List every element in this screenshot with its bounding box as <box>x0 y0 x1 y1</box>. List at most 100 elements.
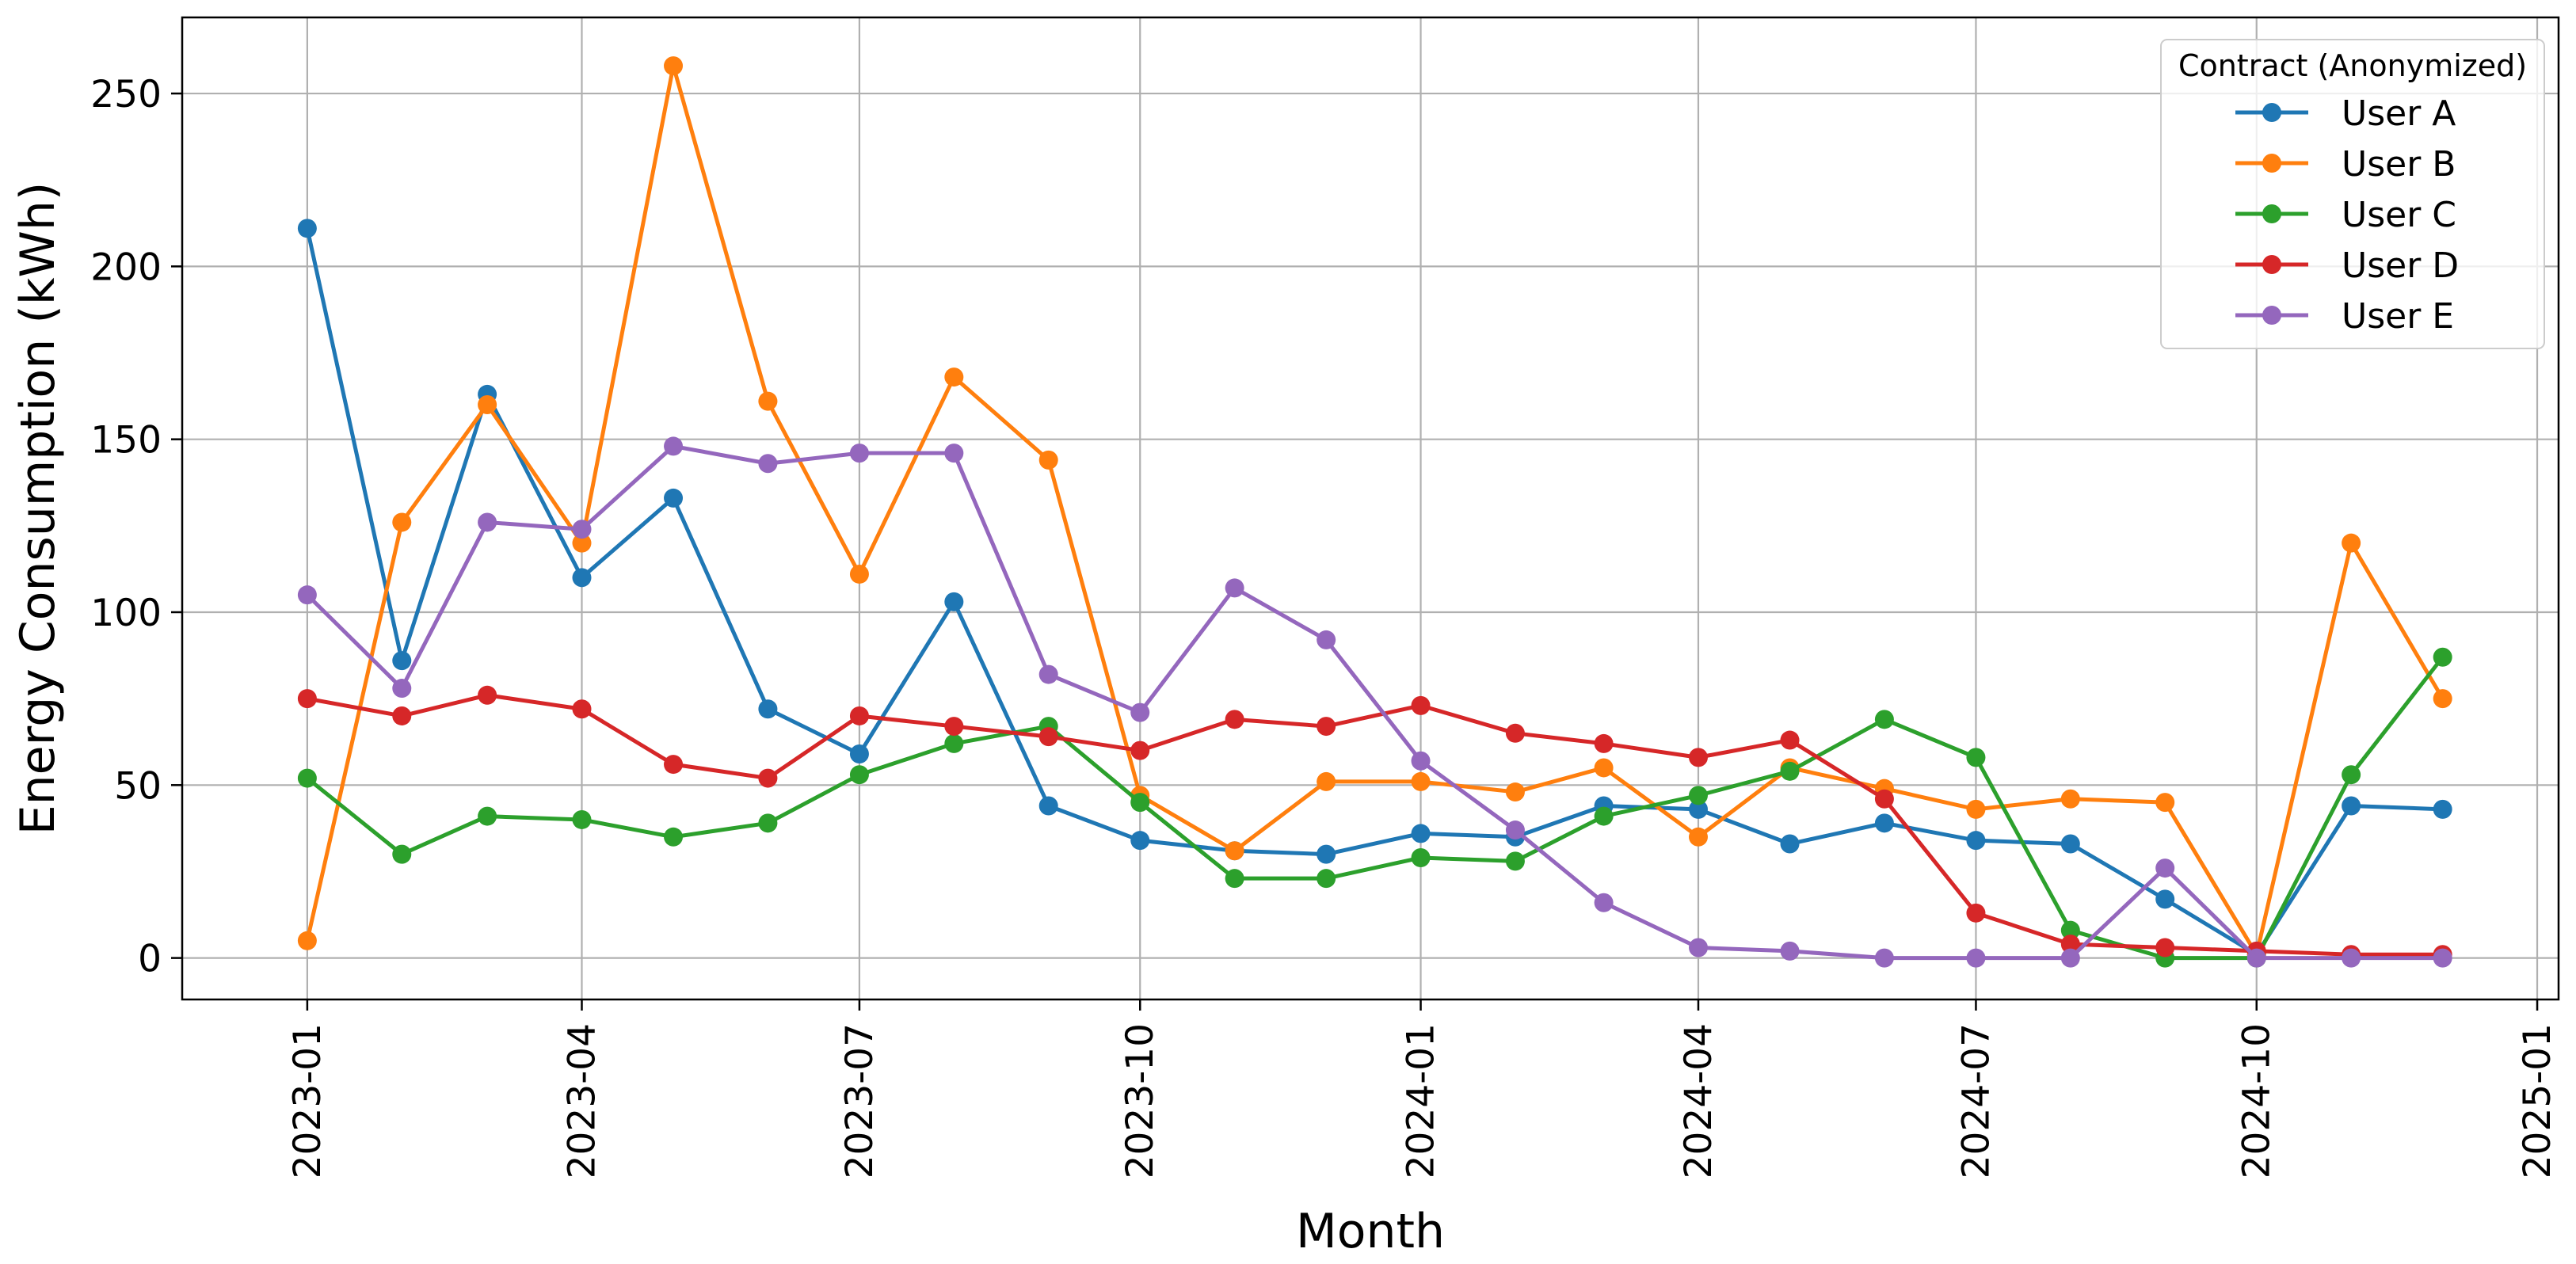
data-point <box>1874 710 1894 729</box>
legend-title: Contract (Anonymized) <box>2178 48 2527 83</box>
legend-label: User D <box>2342 246 2459 286</box>
data-point <box>1688 827 1708 847</box>
legend-label: User E <box>2342 296 2454 337</box>
data-point <box>2433 689 2452 709</box>
data-point <box>297 219 317 238</box>
data-point <box>1317 844 1336 864</box>
data-point <box>1038 664 1058 684</box>
x-tick-label: 2025-01 <box>2516 1023 2559 1178</box>
x-tick-label: 2023-04 <box>560 1023 604 1178</box>
series-line <box>305 227 2443 957</box>
data-point <box>1038 727 1058 747</box>
data-point <box>478 395 497 415</box>
data-point <box>849 564 869 584</box>
data-point <box>1505 782 1525 802</box>
data-point <box>1688 748 1708 767</box>
data-point <box>1225 841 1244 861</box>
y-axis-title: Energy Consumption (kWh) <box>10 182 66 836</box>
series-user-c <box>297 647 2452 968</box>
data-point <box>758 768 778 788</box>
data-point <box>1966 799 1986 819</box>
data-point <box>944 444 964 463</box>
legend-marker <box>2262 306 2281 325</box>
data-point <box>392 679 412 699</box>
data-point <box>1594 893 1614 912</box>
data-point <box>297 585 317 605</box>
series-line <box>306 656 2445 961</box>
data-point <box>478 685 497 705</box>
y-tick-label: 200 <box>90 246 162 289</box>
data-point <box>1130 702 1150 722</box>
data-point <box>2155 859 2175 878</box>
data-point <box>1225 578 1244 598</box>
series-user-e <box>297 436 2452 968</box>
data-point <box>1038 450 1058 470</box>
data-point <box>1780 941 1800 961</box>
data-point <box>1505 723 1525 743</box>
data-point <box>1130 831 1150 851</box>
data-point <box>944 367 964 387</box>
data-point <box>2342 765 2361 785</box>
data-point <box>1688 938 1708 958</box>
data-point <box>664 755 684 775</box>
data-point <box>1505 820 1525 840</box>
data-point <box>1411 847 1431 867</box>
data-point <box>572 520 592 539</box>
data-point <box>1594 733 1614 753</box>
data-point <box>1317 771 1336 791</box>
data-point <box>1317 869 1336 889</box>
legend-marker <box>2262 255 2281 274</box>
data-point <box>572 568 592 588</box>
data-point <box>1225 869 1244 889</box>
data-point <box>664 56 684 76</box>
plot-series <box>297 56 2452 968</box>
x-tick-label: 2024-10 <box>2235 1023 2279 1178</box>
legend-marker <box>2262 103 2281 122</box>
data-point <box>478 512 497 532</box>
x-axis-title: Month <box>1296 1204 1445 1259</box>
y-tick-label: 100 <box>90 592 162 635</box>
data-point <box>2060 948 2080 968</box>
data-point <box>1874 948 1894 968</box>
data-point <box>664 827 684 847</box>
data-point <box>297 689 317 709</box>
data-point <box>1874 813 1894 833</box>
data-point <box>2155 938 2175 958</box>
data-point <box>2342 948 2361 968</box>
data-point <box>1966 903 1986 923</box>
legend-label: User A <box>2342 93 2456 134</box>
x-tick-label: 2024-04 <box>1677 1023 1721 1178</box>
data-point <box>944 733 964 753</box>
data-point <box>1688 799 1708 819</box>
data-point <box>572 699 592 719</box>
data-point <box>1411 695 1431 715</box>
data-point <box>297 768 317 788</box>
data-point <box>758 813 778 833</box>
y-tick-label: 0 <box>138 938 162 981</box>
data-point <box>297 931 317 950</box>
data-point <box>1780 834 1800 854</box>
x-tick-label: 2023-07 <box>838 1023 882 1178</box>
data-point <box>849 765 869 785</box>
data-point <box>572 533 592 553</box>
data-point <box>2060 935 2080 954</box>
data-point <box>2433 799 2452 819</box>
x-tick-label: 2023-10 <box>1118 1023 1162 1178</box>
data-point <box>572 809 592 829</box>
data-point <box>2246 948 2266 968</box>
data-point <box>664 436 684 456</box>
x-tick-label: 2024-01 <box>1400 1023 1443 1178</box>
data-point <box>2342 533 2361 553</box>
data-point <box>2155 889 2175 909</box>
data-point <box>1225 710 1244 729</box>
data-point <box>1966 748 1986 767</box>
data-point <box>944 717 964 737</box>
data-point <box>1130 741 1150 760</box>
data-point <box>392 706 412 725</box>
data-point <box>2155 793 2175 813</box>
data-point <box>1130 793 1150 813</box>
data-point <box>758 699 778 719</box>
x-tick-label: 2023-01 <box>286 1023 330 1178</box>
